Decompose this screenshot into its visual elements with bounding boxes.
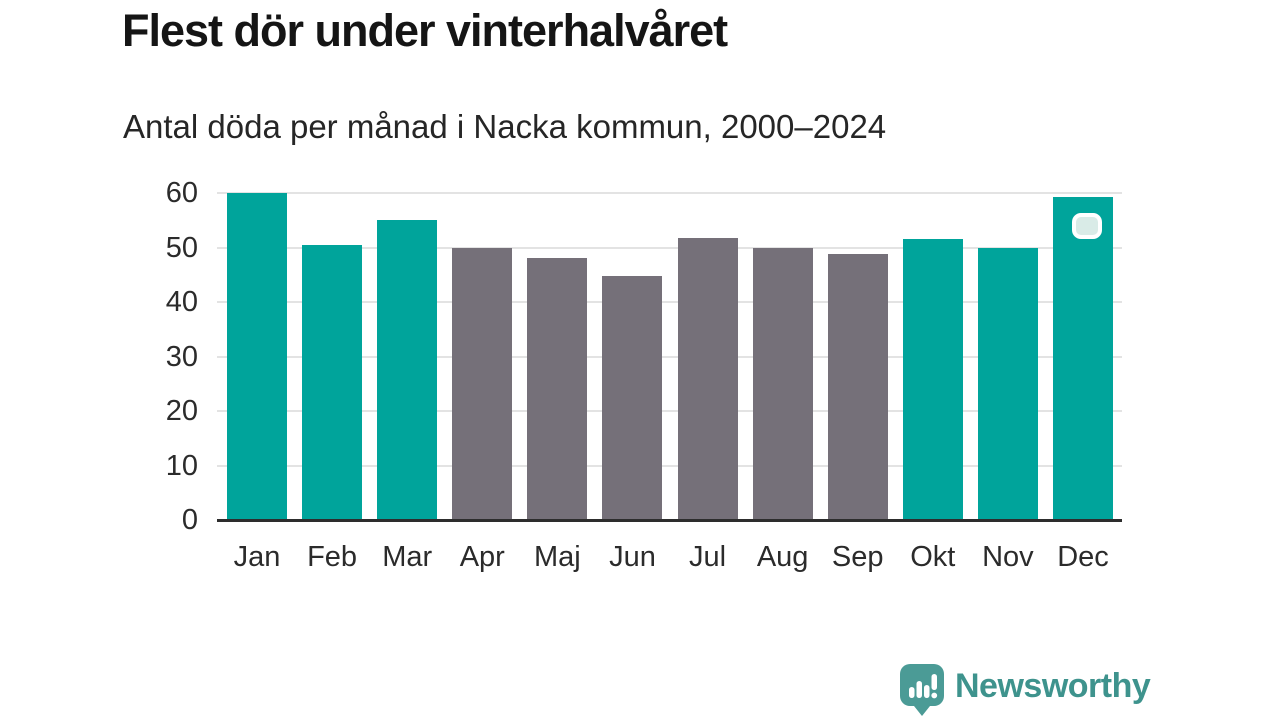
- x-axis-label-jun: Jun: [609, 541, 656, 573]
- gridline-y20: [217, 410, 1122, 412]
- bar-nov: [977, 247, 1038, 520]
- bar-jun: [602, 275, 663, 520]
- y-axis-tick-60: 60: [165, 177, 198, 209]
- x-axis-label-mar: Mar: [382, 541, 433, 573]
- bar-maj: [527, 258, 588, 520]
- newsworthy-logo-icon: [900, 664, 944, 721]
- y-axis-tick-30: 30: [165, 340, 198, 373]
- x-axis-label-jan: Jan: [233, 541, 281, 573]
- dec-bar-selection-marker[interactable]: [1072, 213, 1102, 240]
- brand-footer[interactable]: Newsworthy: [900, 664, 1151, 721]
- x-axis-label-nov: Nov: [982, 541, 1034, 573]
- x-axis-label-apr: Apr: [459, 541, 505, 573]
- brand-name: Newsworthy: [955, 667, 1151, 705]
- x-axis-label-aug: Aug: [756, 541, 809, 573]
- bar-feb: [302, 244, 363, 520]
- bar-dec: [1053, 197, 1113, 520]
- gridline-y10: [217, 464, 1122, 467]
- x-axis-label-jul: Jul: [688, 541, 727, 573]
- chart-subtitle: Antal döda per månad i Nacka kommun, 200…: [123, 108, 887, 145]
- x-axis-label-dec: Dec: [1057, 541, 1109, 573]
- bar-okt: [902, 239, 963, 520]
- bar-jul: [677, 237, 738, 520]
- bar-jan: [227, 193, 287, 520]
- bar-aug: [752, 247, 813, 520]
- bar-apr: [452, 247, 513, 520]
- y-axis-tick-10: 10: [165, 449, 198, 482]
- chart-title: Flest dör under vinterhalvåret: [122, 5, 728, 56]
- gridline-y30: [217, 355, 1122, 358]
- bar-sep: [827, 254, 888, 520]
- gridline-y40: [217, 301, 1122, 303]
- x-axis-label-maj: Maj: [533, 541, 581, 573]
- y-axis-tick-40: 40: [165, 286, 198, 318]
- x-axis-line: [217, 519, 1122, 522]
- x-axis-label-feb: Feb: [307, 541, 358, 573]
- gridline-y50: [217, 246, 1122, 249]
- gridline-y60: [217, 192, 1122, 194]
- bar-mar: [377, 220, 438, 520]
- y-axis-tick-50: 50: [165, 231, 198, 264]
- y-axis-tick-0: 0: [181, 504, 198, 536]
- x-axis-label-sep: Sep: [831, 541, 884, 573]
- x-axis-label-okt: Okt: [910, 541, 956, 573]
- y-axis-tick-20: 20: [165, 395, 198, 427]
